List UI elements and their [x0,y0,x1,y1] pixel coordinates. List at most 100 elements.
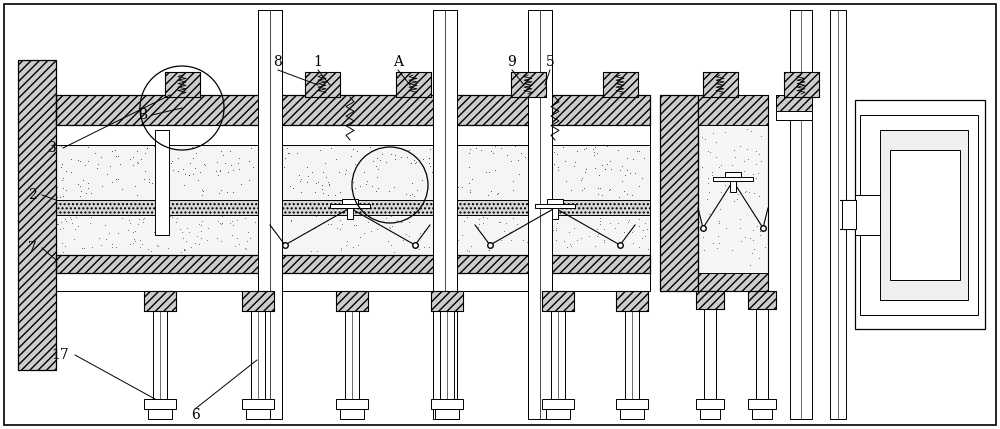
Bar [625,311,639,399]
Bar [696,399,724,409]
Bar [700,409,720,419]
Bar [431,291,463,311]
Bar [542,291,574,311]
Bar [18,60,56,370]
Bar [855,195,880,235]
Bar [776,95,812,120]
Bar [547,199,563,207]
Bar [748,291,776,309]
Text: 2: 2 [28,188,36,202]
Bar [511,72,546,97]
Bar [396,72,431,97]
Bar [242,399,274,409]
Bar [431,291,463,311]
Bar [431,399,463,409]
Bar [784,72,819,97]
Bar [696,291,724,309]
Bar [890,150,960,280]
Bar [396,72,431,97]
Text: 17: 17 [51,348,69,362]
Bar [56,95,650,125]
Text: 1: 1 [314,55,322,69]
Text: 8: 8 [274,55,282,69]
Bar [698,95,768,125]
Bar [713,177,753,181]
Bar [433,10,457,419]
Bar [56,273,650,291]
Bar [56,255,650,273]
Bar [144,399,176,409]
Bar [842,200,856,229]
Bar [336,399,368,409]
Text: 7: 7 [28,241,36,255]
Bar [748,291,776,309]
Bar [616,291,648,311]
Bar [546,409,570,419]
Bar [56,125,650,145]
Text: 6: 6 [191,408,199,422]
Bar [336,291,368,311]
Bar [752,409,772,419]
Bar [730,180,736,192]
Bar [246,409,270,419]
Bar [542,399,574,409]
Bar [880,130,968,300]
Bar [144,291,176,311]
Bar [860,115,978,315]
Bar [830,10,846,419]
Text: 5: 5 [546,55,554,69]
Text: 3: 3 [48,141,56,155]
Bar [552,207,558,219]
Bar [340,409,364,419]
Bar [56,255,650,273]
Bar [790,10,812,419]
Bar [725,172,741,180]
Bar [148,409,172,419]
Bar [660,95,698,291]
Bar [603,72,638,97]
Bar [342,199,358,207]
Bar [704,309,716,399]
Text: B: B [137,108,147,122]
Bar [435,409,459,419]
Bar [535,204,575,208]
Bar [165,72,200,97]
Bar [336,291,368,311]
Bar [698,273,768,291]
Bar [56,215,650,255]
Bar [330,204,370,208]
Bar [305,72,340,97]
Bar [551,311,565,399]
Bar [345,311,359,399]
Bar [511,72,546,97]
Bar [56,200,650,215]
Bar [660,95,698,291]
Bar [242,291,274,311]
Bar [155,130,169,235]
Bar [305,72,340,97]
Bar [698,95,768,291]
Bar [703,72,738,97]
Bar [251,311,265,399]
Bar [616,291,648,311]
Text: 9: 9 [508,55,516,69]
Bar [756,309,768,399]
Bar [165,72,200,97]
Bar [703,72,738,97]
Bar [242,291,274,311]
Bar [696,291,724,309]
Bar [56,95,650,125]
Bar [616,399,648,409]
Bar [258,10,282,419]
Bar [347,207,353,219]
Text: A: A [393,55,403,69]
Bar [748,399,776,409]
Bar [18,60,56,370]
Bar [144,291,176,311]
Bar [528,10,552,419]
Bar [56,145,650,200]
Bar [855,100,985,329]
Bar [776,95,812,111]
Bar [784,72,819,97]
Bar [698,95,768,291]
